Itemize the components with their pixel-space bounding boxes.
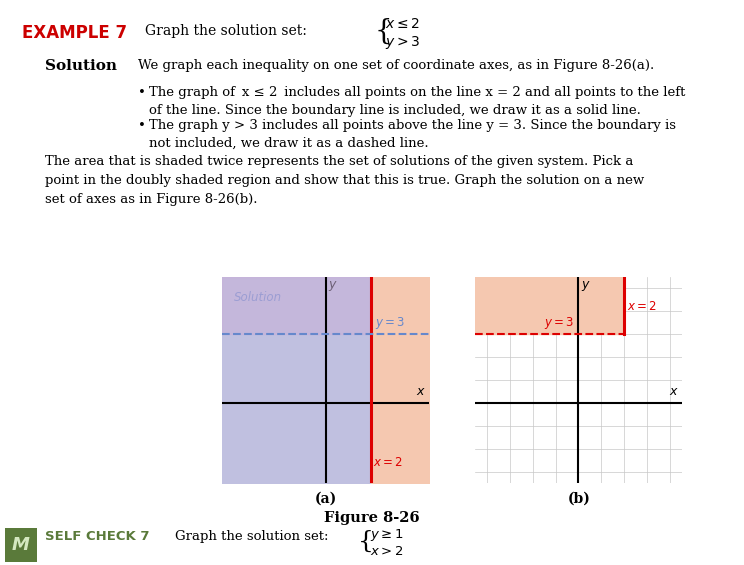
Text: The graph y > 3 includes all points above the line y = 3. Since the boundary is
: The graph y > 3 includes all points abov… <box>149 119 676 150</box>
Text: •: • <box>138 86 146 99</box>
Text: Solution: Solution <box>234 291 282 304</box>
Text: EXAMPLE 7: EXAMPLE 7 <box>22 24 127 42</box>
Text: SELF CHECK 7: SELF CHECK 7 <box>45 530 150 544</box>
Text: $x \leq 2$: $x \leq 2$ <box>385 17 420 31</box>
Text: $x=2$: $x=2$ <box>373 457 403 470</box>
Text: {: { <box>374 18 392 45</box>
Text: Solution: Solution <box>45 59 117 73</box>
Text: $x$: $x$ <box>670 385 679 398</box>
Text: The graph of  x ≤ 2  includes all points on the line x = 2 and all points to the: The graph of x ≤ 2 includes all points o… <box>149 86 685 118</box>
Text: (a): (a) <box>315 492 337 506</box>
Text: (b): (b) <box>568 492 590 506</box>
Text: M: M <box>12 536 30 554</box>
Text: The area that is shaded twice represents the set of solutions of the given syste: The area that is shaded twice represents… <box>45 155 644 206</box>
Text: {: { <box>358 530 374 553</box>
Text: Graph the solution set:: Graph the solution set: <box>175 530 329 544</box>
Text: $y=3$: $y=3$ <box>375 315 405 332</box>
Text: We graph each inequality on one set of coordinate axes, as in Figure 8-26(a).: We graph each inequality on one set of c… <box>138 59 654 72</box>
FancyBboxPatch shape <box>5 528 37 562</box>
Text: $x > 2$: $x > 2$ <box>370 545 403 558</box>
Text: $x$: $x$ <box>417 385 426 398</box>
Text: $y$: $y$ <box>581 279 591 293</box>
Text: $y=3$: $y=3$ <box>544 315 574 331</box>
Text: •: • <box>138 119 146 132</box>
Text: Graph the solution set:: Graph the solution set: <box>145 24 307 38</box>
Text: $y > 3$: $y > 3$ <box>385 34 420 51</box>
Text: $x=2$: $x=2$ <box>626 300 657 313</box>
Text: $y \geq 1$: $y \geq 1$ <box>370 527 404 542</box>
Text: Figure 8-26: Figure 8-26 <box>324 511 420 525</box>
Text: $y$: $y$ <box>328 279 338 293</box>
